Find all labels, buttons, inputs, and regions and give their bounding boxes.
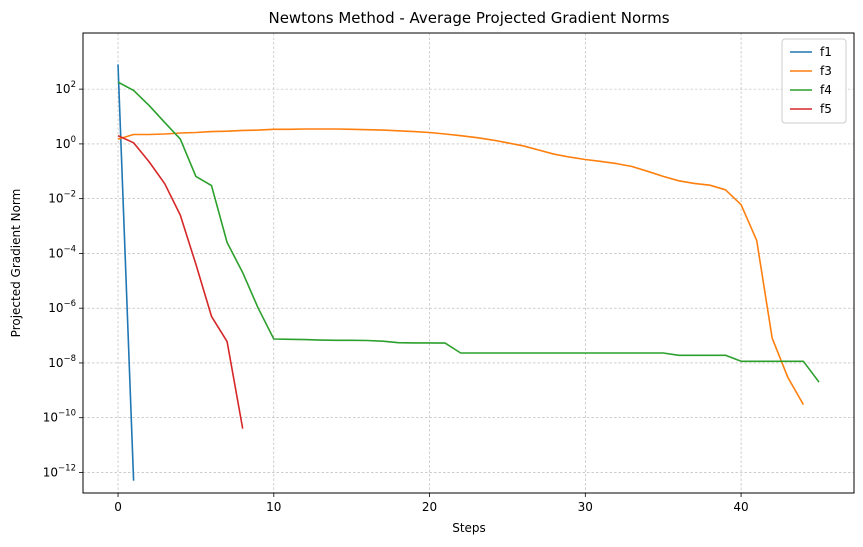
legend-label-f5: f5 — [820, 102, 832, 116]
y-tick-label: 10−12 — [43, 463, 76, 479]
y-tick-label: 10−10 — [43, 409, 76, 425]
x-tick-label: 40 — [733, 500, 748, 514]
legend-label-f3: f3 — [820, 64, 832, 78]
x-tick-label: 20 — [422, 500, 437, 514]
series-line-f5 — [117, 134, 244, 429]
y-axis-label: Projected Gradient Norm — [9, 189, 23, 338]
chart-title: Newtons Method - Average Projected Gradi… — [268, 9, 669, 27]
y-tick-label: 10−8 — [48, 354, 76, 370]
y-tick-label: 102 — [55, 80, 76, 96]
y-ticks: 102 100 10−2 10−4 10−6 10−8 10−10 10−12 — [43, 80, 83, 479]
series-layer — [117, 64, 820, 481]
y-tick-label: 100 — [55, 135, 76, 151]
x-tick-label: 30 — [578, 500, 593, 514]
series-line-f1 — [117, 64, 135, 481]
legend-box — [781, 38, 847, 124]
legend-label-f4: f4 — [820, 83, 832, 97]
grid — [83, 33, 854, 493]
y-tick-label: 10−2 — [48, 190, 76, 206]
x-ticks: 0 10 20 30 40 — [114, 493, 749, 514]
x-tick-label: 0 — [114, 500, 122, 514]
x-tick-label: 10 — [266, 500, 281, 514]
y-tick-label: 10−6 — [48, 299, 76, 315]
plot-frame — [82, 32, 855, 494]
legend: f1 f3 f4 f5 — [781, 38, 847, 124]
y-tick-label: 10−4 — [48, 244, 76, 260]
series-line-f3 — [117, 128, 805, 405]
x-axis-label: Steps — [452, 521, 486, 535]
series-line-f4 — [117, 81, 820, 383]
legend-label-f1: f1 — [820, 45, 832, 59]
